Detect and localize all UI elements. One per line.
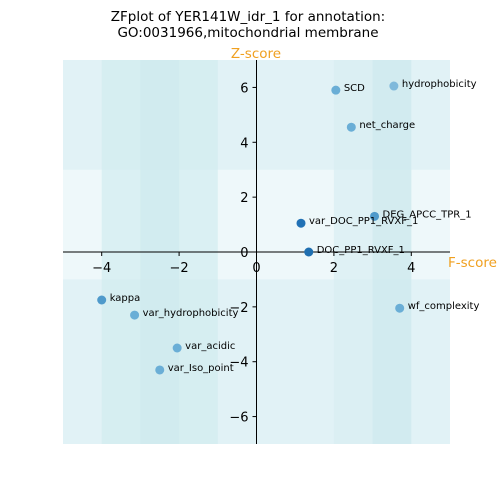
- y-tick-label: −6: [229, 411, 248, 426]
- y-tick-label: 2: [240, 191, 248, 206]
- x-axis-label: F-score: [448, 255, 497, 271]
- point-labels: SCD hydrophobicity net_charge DEG_APCC_TPR_…: [110, 79, 480, 374]
- point-scd: [331, 85, 341, 95]
- tick-marks: −4 −2 0 2 4 −6 −4 −2 0 2 4 6: [92, 81, 415, 425]
- point-doc-pp1-rvxf-1: [304, 247, 314, 257]
- x-tick-label: −4: [92, 261, 111, 276]
- y-tick-label: 4: [240, 136, 248, 151]
- point-label-deg-apcc-tpr-1: DEG_APCC_TPR_1: [383, 209, 472, 220]
- point-label-doc-pp1-rvxf-1: DOC_PP1_RVXF_1: [317, 245, 405, 256]
- point-label-var-doc-pp1-rvxf-1: var_DOC_PP1_RVXF_1: [309, 216, 418, 227]
- point-hydrophobicity: [389, 81, 399, 91]
- x-tick-label: 2: [330, 261, 338, 276]
- chart-title-line2: GO:0031966,mitochondrial membrane: [117, 25, 378, 41]
- point-var-acidic: [172, 343, 182, 353]
- point-label-wf-complexity: wf_complexity: [408, 301, 480, 312]
- point-label-var-iso-point: var_Iso_point: [168, 363, 234, 374]
- point-kappa: [97, 295, 107, 305]
- point-net-charge: [346, 122, 356, 132]
- point-label-var-hydrophobicity: var_hydrophobicity: [143, 308, 239, 319]
- point-label-scd: SCD: [344, 83, 365, 94]
- point-label-var-acidic: var_acidic: [185, 341, 235, 352]
- point-var-iso-point: [155, 365, 165, 375]
- x-tick-label: 0: [252, 261, 260, 276]
- point-deg-apcc-tpr-1: [370, 211, 380, 221]
- y-tick-label: −2: [229, 301, 248, 316]
- point-var-hydrophobicity: [130, 310, 140, 320]
- x-tick-label: −2: [170, 261, 189, 276]
- y-tick-label: 6: [240, 81, 248, 96]
- x-tick-label: 4: [407, 261, 415, 276]
- point-var-doc-pp1-rvxf-1: [296, 218, 306, 228]
- chart-title-line1: ZFplot of YER141W_idr_1 for annotation:: [111, 9, 385, 25]
- y-tick-label: −4: [229, 356, 248, 371]
- data-points: [97, 81, 405, 375]
- point-wf-complexity: [395, 303, 405, 313]
- y-axis-label: Z-score: [231, 46, 281, 62]
- point-label-net-charge: net_charge: [359, 120, 415, 131]
- y-tick-label: 0: [240, 246, 248, 261]
- point-label-kappa: kappa: [110, 293, 141, 304]
- point-label-hydrophobicity: hydrophobicity: [402, 79, 477, 90]
